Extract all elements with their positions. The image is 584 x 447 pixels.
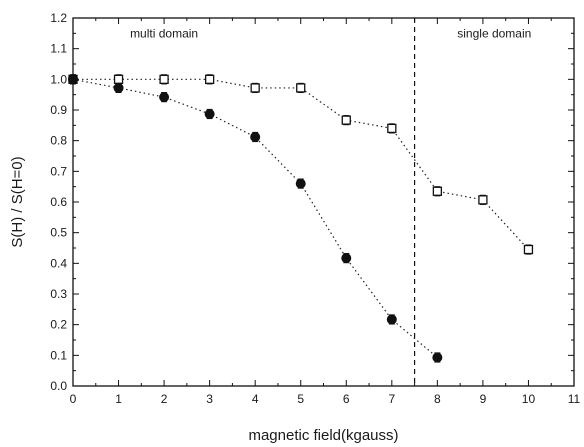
y-tick-label: 1.1 [50,42,67,56]
x-tick-label: 2 [161,392,168,406]
data-point-filled-circle [68,74,78,85]
y-tick-label: 0.3 [50,287,67,301]
data-point-filled-circle [386,314,397,325]
y-tick-label: 1.2 [50,11,67,25]
data-point-open-square [204,74,215,84]
data-point-open-square [296,83,306,93]
data-point-open-square [341,115,351,125]
x-axis-title: magnetic field(kgauss) [248,427,398,444]
y-tick-label: 0.1 [50,348,67,362]
x-tick-label: 8 [434,392,441,406]
data-point-filled-circle [432,352,443,363]
data-point-open-square [113,74,124,84]
y-tick-label: 0.9 [50,103,67,117]
data-point-open-square [432,186,443,196]
y-tick-label: 0.4 [50,256,67,270]
data-point-open-square [387,123,397,134]
y-tick-label: 0.2 [50,318,67,332]
data-point-filled-circle [250,131,261,142]
y-tick-label: 0.7 [50,164,67,178]
region-annotation: single domain [457,26,531,40]
data-point-filled-circle [159,92,170,103]
data-point-filled-circle [113,82,124,93]
y-tick-label: 0.5 [50,226,67,240]
y-axis-title: S(H) / S(H=0) [9,156,26,247]
x-tick-label: 0 [70,392,77,406]
x-tick-label: 1 [115,392,122,406]
data-point-open-square [159,74,169,84]
tick-labels: 0 1 2 3 4 5 6 7 8 9 10 11 0.0 0.1 0.2 0.3 0.4 0.5 0.6 0.7 0.… [50,11,580,406]
series-1 [68,74,534,255]
x-tick-label: 6 [343,392,350,406]
x-tick-label: 9 [480,392,487,406]
data-point-filled-circle [204,108,215,119]
x-tick-label: 5 [297,392,304,406]
data-point-filled-circle [341,253,352,264]
plot-area-border [72,17,575,387]
x-tick-label: 11 [568,392,581,406]
y-tick-label: 0.8 [50,134,67,148]
data-point-filled-circle [295,178,306,189]
axis-ticks [72,17,575,387]
y-tick-label: 0.6 [50,195,67,209]
x-tick-label: 7 [388,392,395,406]
series-2 [68,74,443,363]
data-point-open-square [250,83,260,93]
x-tick-label: 3 [206,392,213,406]
region-annotation: multi domain [130,26,198,40]
data-point-open-square [478,195,488,205]
plot-frame [72,17,575,387]
annotation-layer: multi domain single domain [130,26,531,40]
data-point-open-square [523,244,534,255]
y-tick-label: 0.0 [50,379,67,393]
x-tick-label: 4 [252,392,259,406]
series-layer [68,18,534,386]
y-tick-label: 1.0 [50,72,67,86]
series-line [73,78,529,250]
series-line [72,78,438,358]
x-tick-label: 10 [522,392,536,406]
